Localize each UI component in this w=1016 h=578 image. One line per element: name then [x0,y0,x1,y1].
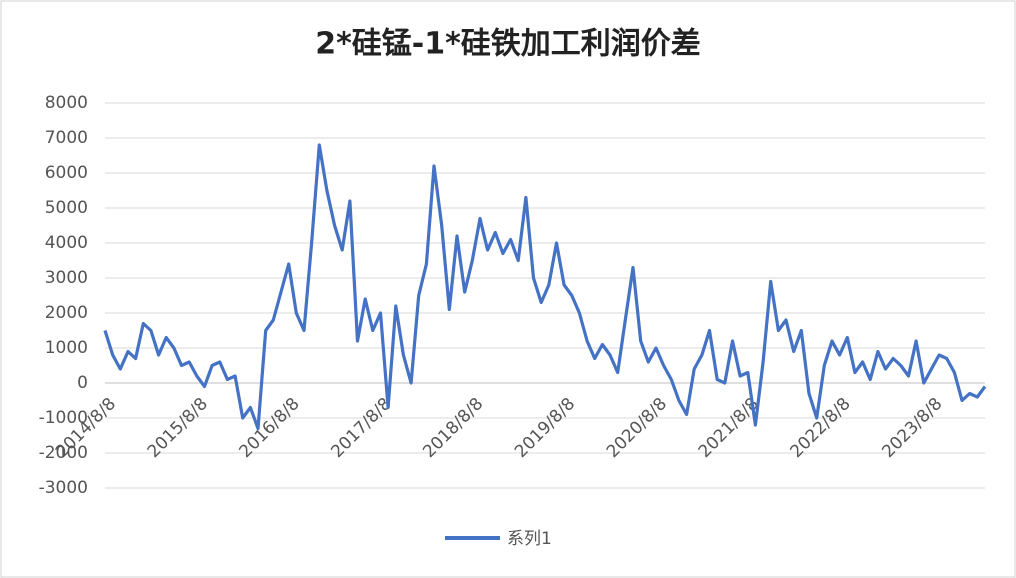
legend-label: 系列1 [507,529,552,549]
y-tick-label: 0 [77,373,88,393]
y-tick-label: 8000 [45,93,88,113]
chart-title: 2*硅锰-1*硅铁加工利润价差 [315,27,701,62]
y-tick-label: 2000 [45,303,88,323]
y-tick-label: 6000 [45,163,88,183]
y-tick-label: 5000 [45,198,88,218]
y-tick-label: 4000 [45,233,88,253]
y-tick-label: -3000 [39,478,88,498]
y-tick-label: -1000 [39,408,88,428]
y-tick-label: 3000 [45,268,88,288]
y-tick-label: 7000 [45,128,88,148]
y-tick-label: -2000 [39,443,88,463]
series-line [103,143,987,431]
y-tick-label: 1000 [45,338,88,358]
